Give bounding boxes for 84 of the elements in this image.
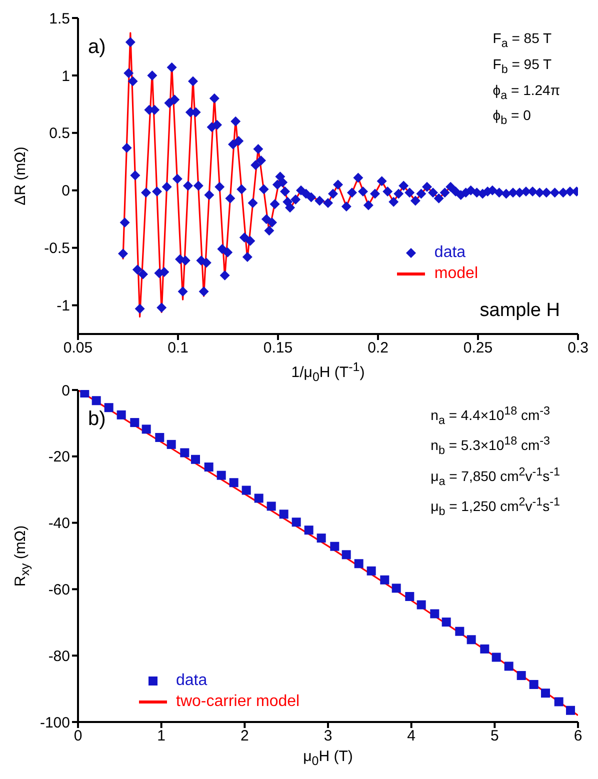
- point: [254, 494, 264, 503]
- y-tick-label: -0.5: [44, 240, 70, 258]
- point: [229, 478, 238, 488]
- point: [342, 550, 351, 560]
- point: [330, 542, 340, 551]
- point: [492, 652, 501, 662]
- point: [392, 584, 401, 593]
- annotation: a): [88, 36, 106, 58]
- x-tick-label: 1: [157, 728, 166, 745]
- x-tick-label: 0: [74, 728, 82, 745]
- y-tick-label: -60: [48, 582, 70, 599]
- x-tick-label: 6: [574, 728, 582, 745]
- point: [242, 486, 251, 495]
- point: [455, 626, 464, 636]
- y-tick-label: -40: [48, 515, 70, 532]
- y-tick-label: 0: [62, 182, 70, 200]
- point: [92, 396, 101, 406]
- annotation: n$_{b}$ = 5.3×10$^{18}$ cm$^{-3}$: [430, 434, 550, 457]
- point: [405, 592, 414, 602]
- x-axis-title: μ$_{0}$H (T): [303, 748, 353, 768]
- point: [80, 390, 90, 398]
- point: [466, 635, 476, 644]
- x-tick-label: 0.1: [168, 340, 188, 357]
- y-tick-label: 1.5: [49, 10, 70, 28]
- annotation: μ$_{a}$ = 7,850 cm$^{2}$v$^{-1}$s$^{-1}$: [430, 464, 560, 488]
- point: [204, 462, 214, 472]
- legend-label: two-carrier model: [176, 692, 300, 710]
- point: [442, 618, 451, 627]
- annotation: μ$_{b}$ = 1,250 cm$^{2}$v$^{-1}$s$^{-1}$: [430, 495, 560, 518]
- point: [216, 470, 226, 480]
- x-tick-label: 4: [407, 728, 416, 745]
- point: [266, 502, 276, 511]
- x-tick-label: 3: [324, 728, 332, 745]
- annotation: sample H: [480, 300, 560, 321]
- point: [191, 454, 200, 464]
- point: [554, 697, 564, 706]
- annotation: F$_{a}$ = 85 T: [492, 30, 552, 50]
- point: [416, 600, 426, 610]
- x-tick-label: 0.25: [463, 340, 493, 357]
- point: [116, 410, 126, 420]
- y-axis-title: ΔR (mΩ): [12, 146, 29, 206]
- legend-label: model: [434, 264, 478, 282]
- point: [529, 680, 538, 689]
- point: [516, 671, 526, 680]
- point: [155, 432, 164, 442]
- point: [142, 424, 151, 434]
- y-tick-label: 1: [62, 68, 70, 85]
- line-series: [78, 390, 578, 716]
- x-tick-label: 0.2: [368, 340, 388, 357]
- point: [541, 688, 550, 698]
- y-tick-label: -1: [56, 298, 70, 315]
- x-tick-label: 5: [490, 728, 499, 745]
- point: [366, 566, 376, 576]
- annotation: n$_{a}$ = 4.4×10$^{18}$ cm$^{-3}$: [430, 404, 550, 426]
- x-tick-label: 2: [240, 728, 249, 745]
- x-tick-label: 0.05: [63, 340, 93, 357]
- annotation: F$_{b}$ = 95 T: [492, 56, 552, 76]
- point: [166, 440, 176, 449]
- point: [566, 706, 575, 715]
- point: [292, 518, 301, 527]
- legend-label: data: [176, 672, 208, 690]
- point: [316, 534, 326, 543]
- point: [180, 448, 190, 458]
- annotation: b): [88, 408, 106, 430]
- legend-label: data: [434, 244, 466, 262]
- y-tick-label: 0: [62, 382, 70, 400]
- y-tick-label: -100: [40, 714, 70, 732]
- annotation: ϕ$_{b}$ = 0: [492, 107, 531, 128]
- point: [430, 609, 440, 618]
- point: [130, 418, 140, 428]
- point: [354, 559, 364, 568]
- point: [104, 403, 114, 412]
- y-tick-label: -80: [48, 648, 70, 665]
- x-axis-title: 1/μ$_{0}$H (T$^{-1}$): [291, 360, 365, 384]
- annotation: ϕ$_{a}$ = 1.24π: [492, 82, 560, 102]
- y-tick-label: 0.5: [49, 125, 70, 142]
- y-tick-label: -20: [48, 448, 70, 466]
- x-tick-label: 0.15: [263, 340, 293, 357]
- point: [480, 644, 490, 654]
- point: [504, 662, 514, 671]
- x-tick-label: 0.3: [568, 340, 588, 357]
- point: [304, 526, 314, 535]
- point: [279, 510, 288, 519]
- point: [380, 575, 390, 584]
